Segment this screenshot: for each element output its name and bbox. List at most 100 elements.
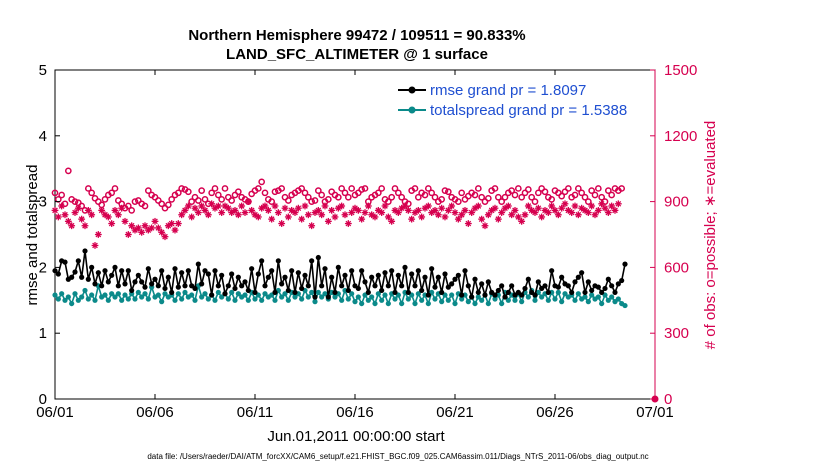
rmse-point (535, 279, 541, 285)
totalspread-point (415, 291, 421, 297)
rmse-point (179, 270, 185, 276)
totalspread-point (202, 291, 208, 297)
obs-evaluated-stroke (158, 229, 165, 236)
totalspread-point (299, 296, 305, 302)
rmse-point (149, 281, 155, 287)
rmse-point (395, 272, 401, 278)
totalspread-point (272, 297, 278, 303)
rmse-point (205, 271, 211, 277)
obs-evaluated-point (381, 202, 389, 210)
rmse-point (415, 268, 421, 274)
legend: rmse grand pr = 1.8097 totalspread grand… (395, 76, 650, 120)
totalspread-point (555, 289, 561, 296)
obs-possible-point (254, 185, 262, 192)
rmse-point (209, 292, 215, 298)
obs-evaluated-point (401, 202, 409, 210)
obs-possible-point (308, 198, 316, 205)
rmse-point (462, 268, 468, 274)
obs-evaluated-stroke (98, 207, 105, 214)
obs-possible-point (358, 186, 366, 193)
obs-evaluated-stroke (85, 207, 92, 214)
rmse-point (422, 274, 428, 280)
rmse-point (325, 294, 331, 300)
obs-evaluated-point (551, 206, 559, 214)
rmse-point (242, 279, 248, 285)
totalspread-point (52, 292, 58, 298)
rmse-point (622, 261, 628, 267)
rmse-point (399, 283, 405, 289)
obs-evaluated-stroke (402, 203, 408, 209)
obs-evaluated-point (494, 215, 502, 223)
obs-possible-point (144, 187, 152, 194)
obs-evaluated-point (124, 231, 132, 238)
obs-evaluated-point (218, 209, 226, 216)
obs-evaluated-stroke (352, 205, 358, 212)
obs-possible-point (94, 198, 102, 205)
obs-evaluated-stroke (115, 211, 122, 218)
obs-evaluated-stroke (192, 205, 198, 212)
obs-possible-point (518, 193, 526, 201)
rmse-line (54, 250, 626, 299)
obs-evaluated-point (284, 213, 292, 221)
obs-evaluated-point (608, 202, 616, 210)
obs-evaluated-stroke (418, 214, 425, 220)
obs-possible-point (424, 185, 432, 192)
obs-evaluated-point (388, 217, 396, 225)
obs-evaluated-stroke (355, 207, 362, 214)
rmse-point (282, 274, 288, 280)
totalspread-point (282, 291, 288, 297)
rmse-point (615, 281, 621, 287)
obs-possible-point (131, 198, 139, 205)
obs-possible-point (324, 196, 332, 203)
obs-evaluated-stroke (222, 203, 228, 209)
rmse-point (322, 266, 328, 272)
obs-possible-point (454, 198, 462, 205)
totalspread-point (439, 299, 445, 305)
obs-possible-point (211, 185, 219, 192)
obs-possible-point (514, 185, 522, 192)
obs-evaluated-stroke (155, 225, 162, 231)
obs-evaluated-point (438, 204, 446, 212)
obs-evaluated-point (51, 206, 59, 214)
obs-possible-point (441, 187, 449, 194)
obs-evaluated-stroke (518, 218, 525, 225)
obs-possible-point (158, 200, 166, 208)
obs-evaluated-point (171, 226, 179, 234)
obs-evaluated-point (451, 209, 459, 216)
obs-evaluated-point (354, 206, 362, 214)
totalspread-point (59, 291, 65, 297)
obs-possible-point (304, 193, 312, 201)
obs-evaluated-stroke (552, 207, 558, 214)
obs-evaluated-point (81, 222, 89, 230)
obs-possible-point (484, 194, 492, 202)
obs-evaluated-point (361, 209, 369, 216)
obs-evaluated-stroke (365, 203, 372, 209)
obs-evaluated-stroke (265, 207, 272, 214)
rmse-point (475, 289, 481, 296)
rmse-point (102, 268, 108, 274)
obs-possible-point (348, 185, 356, 192)
rmse-point (99, 283, 105, 289)
obs-possible-point (188, 198, 196, 205)
rmse-point (175, 284, 181, 290)
rmse-point (559, 274, 565, 280)
obs-possible-point (431, 193, 439, 201)
obs-evaluated-point (318, 211, 326, 219)
obs-evaluated-stroke (582, 207, 588, 214)
obs-evaluated-point (201, 206, 209, 214)
rmse-point (262, 283, 268, 289)
obs-evaluated-stroke (58, 203, 65, 209)
rmse-point (342, 272, 348, 278)
obs-evaluated-point (441, 213, 449, 221)
rmse-point (139, 279, 145, 285)
rmse-point (555, 284, 561, 290)
totalspread-point (379, 297, 385, 303)
totalspread-point (62, 297, 68, 303)
totalspread-point (359, 300, 365, 307)
rmse-point (499, 283, 505, 289)
totalspread-point (609, 294, 615, 300)
rmse-point (369, 274, 375, 280)
obs-evaluated-stroke (125, 231, 132, 238)
obs-evaluated-point (511, 206, 519, 214)
